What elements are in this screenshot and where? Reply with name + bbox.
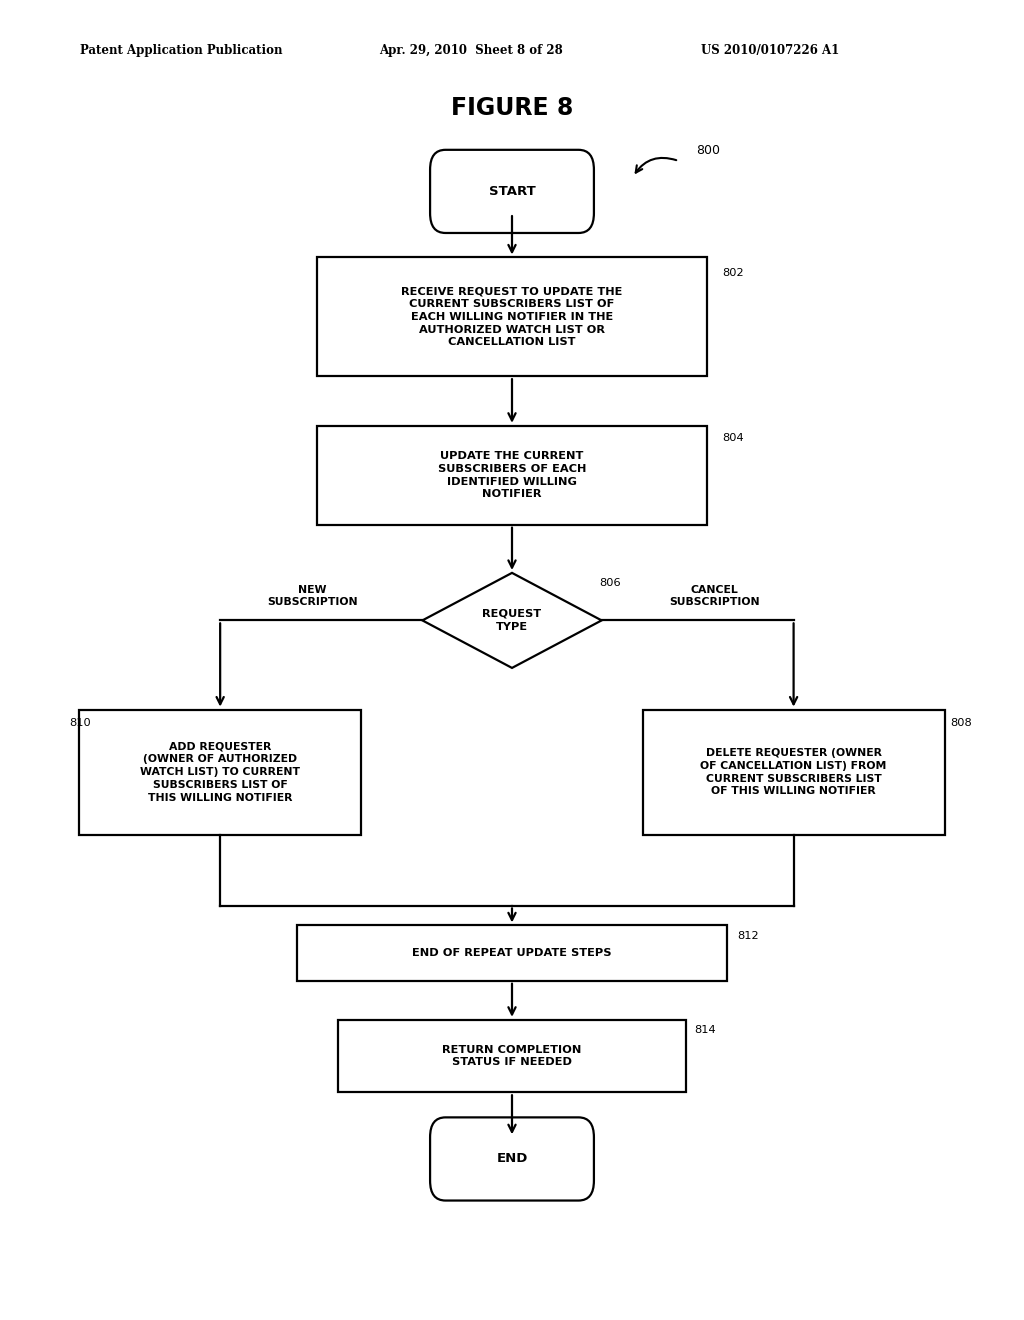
Bar (643, 710, 945, 836)
Text: Patent Application Publication: Patent Application Publication (80, 44, 283, 57)
Text: START: START (488, 185, 536, 198)
Text: FIGURE 8: FIGURE 8 (451, 96, 573, 120)
Text: 802: 802 (722, 268, 743, 279)
Polygon shape (422, 573, 602, 668)
Bar (317, 425, 707, 524)
Text: US 2010/0107226 A1: US 2010/0107226 A1 (701, 44, 840, 57)
Text: Apr. 29, 2010  Sheet 8 of 28: Apr. 29, 2010 Sheet 8 of 28 (379, 44, 562, 57)
Text: ADD REQUESTER
(OWNER OF AUTHORIZED
WATCH LIST) TO CURRENT
SUBSCRIBERS LIST OF
TH: ADD REQUESTER (OWNER OF AUTHORIZED WATCH… (140, 742, 300, 803)
Text: 806: 806 (599, 578, 621, 589)
Text: END: END (497, 1152, 527, 1166)
FancyBboxPatch shape (430, 1117, 594, 1201)
Text: 812: 812 (737, 931, 759, 941)
Text: NEW
SUBSCRIPTION: NEW SUBSCRIPTION (267, 585, 357, 607)
Bar (317, 257, 707, 376)
Bar (338, 1019, 686, 1093)
FancyBboxPatch shape (430, 149, 594, 232)
Bar (297, 925, 727, 981)
Text: UPDATE THE CURRENT
SUBSCRIBERS OF EACH
IDENTIFIED WILLING
NOTIFIER: UPDATE THE CURRENT SUBSCRIBERS OF EACH I… (438, 451, 586, 499)
Text: RECEIVE REQUEST TO UPDATE THE
CURRENT SUBSCRIBERS LIST OF
EACH WILLING NOTIFIER : RECEIVE REQUEST TO UPDATE THE CURRENT SU… (401, 286, 623, 347)
Text: DELETE REQUESTER (OWNER
OF CANCELLATION LIST) FROM
CURRENT SUBSCRIBERS LIST
OF T: DELETE REQUESTER (OWNER OF CANCELLATION … (700, 748, 887, 796)
Bar (79, 710, 361, 836)
Text: RETURN COMPLETION
STATUS IF NEEDED: RETURN COMPLETION STATUS IF NEEDED (442, 1044, 582, 1068)
Text: 810: 810 (70, 718, 91, 729)
Text: 804: 804 (722, 433, 743, 444)
Text: END OF REPEAT UPDATE STEPS: END OF REPEAT UPDATE STEPS (413, 948, 611, 958)
Text: CANCEL
SUBSCRIPTION: CANCEL SUBSCRIPTION (670, 585, 760, 607)
Text: 800: 800 (696, 144, 720, 157)
Text: REQUEST
TYPE: REQUEST TYPE (482, 609, 542, 632)
Text: 814: 814 (694, 1024, 716, 1035)
Text: 808: 808 (950, 718, 972, 729)
